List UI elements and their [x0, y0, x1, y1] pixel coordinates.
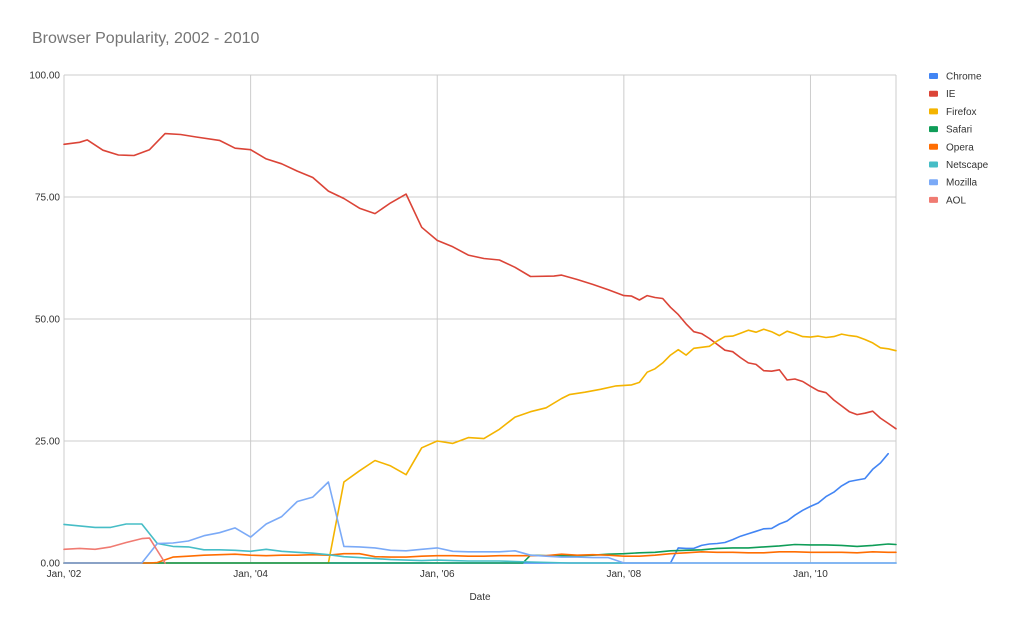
gridlines: [63, 74, 897, 564]
x-tick-label: Jan, '06: [420, 569, 455, 580]
legend-label-ie: IE: [946, 89, 956, 100]
legend-swatch-netscape: [929, 161, 938, 168]
legend-label-netscape: Netscape: [946, 160, 989, 171]
series-line-netscape: [63, 523, 897, 564]
legend-label-safari: Safari: [946, 125, 972, 136]
legend-swatch-mozilla: [929, 179, 938, 186]
legend-swatch-ie: [929, 90, 938, 97]
legend-swatch-firefox: [929, 108, 938, 115]
legend-swatch-opera: [929, 143, 938, 150]
y-tick-label: 25.00: [35, 437, 60, 448]
legend-label-aol: AOL: [946, 195, 966, 206]
series-line-ie: [63, 132, 897, 430]
y-tick-label: 0.00: [41, 559, 61, 570]
legend: Chrome IE Firefox Safari Opera Netscape Mozill…: [929, 72, 989, 206]
legend-swatch-chrome: [929, 73, 938, 79]
y-tick-label: 75.00: [35, 193, 60, 204]
x-tick-label: Jan, '04: [233, 569, 268, 580]
x-tick-label: Jan, '02: [47, 569, 82, 580]
series-line-firefox: [63, 328, 897, 564]
legend-label-firefox: Firefox: [946, 107, 977, 118]
series-line-opera: [63, 551, 897, 564]
legend-swatch-aol: [929, 196, 938, 203]
legend-label-opera: Opera: [946, 142, 974, 153]
series-line-mozilla: [63, 481, 897, 564]
legend-label-chrome: Chrome: [946, 72, 982, 83]
series-layer: [63, 132, 897, 564]
legend-swatch-safari: [929, 126, 938, 133]
legend-label-mozilla: Mozilla: [946, 178, 978, 189]
series-line-safari: [63, 543, 897, 564]
x-axis-title: Date: [469, 592, 491, 603]
x-tick-label: Jan, '08: [606, 569, 641, 580]
series-line-aol: [63, 537, 166, 564]
series-line-chrome: [63, 452, 889, 564]
y-tick-label: 50.00: [35, 315, 60, 326]
x-tick-label: Jan, '10: [793, 569, 828, 580]
y-tick-label: 100.00: [29, 71, 60, 82]
axis-labels: 0.00 25.00 50.00 75.00 100.00 Jan, '02 Jan, '0…: [29, 71, 828, 581]
chart-title: Browser Popularity, 2002 - 2010: [32, 30, 260, 47]
